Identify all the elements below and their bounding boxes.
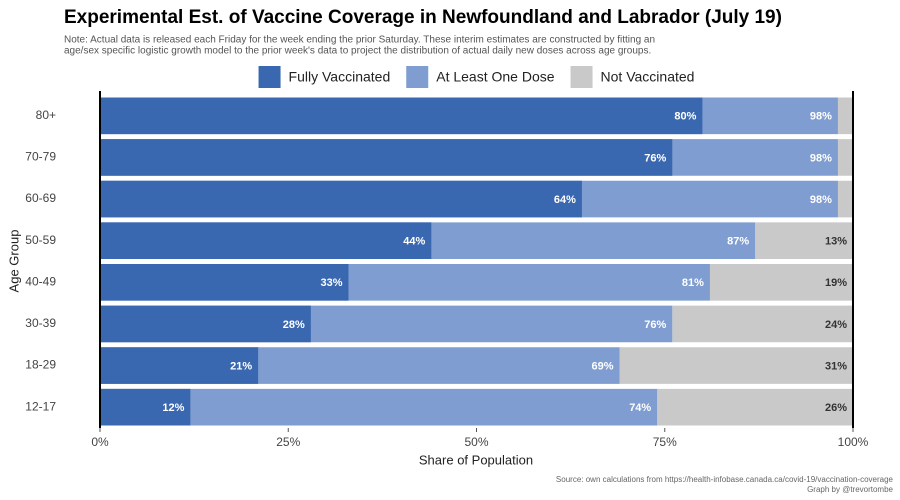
value-label: 13% xyxy=(825,236,847,248)
value-label: 33% xyxy=(320,277,342,289)
legend-swatch xyxy=(406,66,429,88)
value-label: 98% xyxy=(810,111,832,123)
value-label: 28% xyxy=(283,319,305,331)
value-label: 76% xyxy=(644,319,666,331)
bar xyxy=(100,388,191,426)
legend: Fully Vaccinated At Least One Dose Not Vac… xyxy=(258,66,695,88)
bar xyxy=(755,222,853,260)
bar xyxy=(100,222,432,260)
y-tick-label: 12-17 xyxy=(25,399,56,413)
y-tick-label: 80+ xyxy=(36,108,56,122)
subtitle: age/sex specific logistic growth model t… xyxy=(64,46,651,57)
bar xyxy=(672,305,853,343)
bar xyxy=(100,305,311,343)
bar xyxy=(657,388,853,426)
y-tick-label: 60-69 xyxy=(25,191,56,205)
bar xyxy=(709,263,853,301)
value-label: 87% xyxy=(727,236,749,248)
value-label: 69% xyxy=(592,360,614,372)
bar xyxy=(837,139,853,176)
bar xyxy=(100,180,582,218)
x-tick-label: 75% xyxy=(653,435,677,449)
value-label: 74% xyxy=(629,402,651,414)
bar xyxy=(837,180,853,218)
source: Graph by @trevortombe xyxy=(807,485,893,494)
chart-title: Experimental Est. of Vaccine Coverage in… xyxy=(64,7,782,28)
subtitle: Note: Actual data is released each Frida… xyxy=(64,35,655,46)
bar xyxy=(837,97,853,135)
bar xyxy=(619,347,853,384)
legend-label: Not Vaccinated xyxy=(601,69,695,85)
bar xyxy=(100,388,658,426)
y-tick-label: 50-59 xyxy=(25,233,56,247)
legend-swatch xyxy=(570,66,593,88)
bar xyxy=(100,347,259,384)
source: Source: own calculations from https://he… xyxy=(556,475,894,484)
value-label: 31% xyxy=(825,360,847,372)
value-label: 98% xyxy=(810,194,832,206)
value-label: 80% xyxy=(674,111,696,123)
y-tick-label: 40-49 xyxy=(25,274,56,288)
y-tick-label: 18-29 xyxy=(25,358,56,372)
value-label: 12% xyxy=(162,402,184,414)
y-axis-title: Age Group xyxy=(6,230,21,293)
legend-swatch xyxy=(258,66,281,88)
y-tick-label: 30-39 xyxy=(25,316,56,330)
value-label: 21% xyxy=(230,360,252,372)
value-label: 19% xyxy=(825,277,847,289)
x-tick-label: 100% xyxy=(838,435,869,449)
legend-label: At Least One Dose xyxy=(436,69,555,85)
value-label: 98% xyxy=(810,152,832,164)
value-label: 76% xyxy=(644,152,666,164)
value-label: 81% xyxy=(682,277,704,289)
value-label: 24% xyxy=(825,319,847,331)
y-tick-label: 70-79 xyxy=(25,150,56,164)
x-tick-label: 50% xyxy=(464,435,488,449)
value-label: 26% xyxy=(825,402,847,414)
value-label: 64% xyxy=(554,194,576,206)
x-tick-label: 25% xyxy=(276,435,300,449)
bar xyxy=(100,263,349,301)
x-axis-title: Share of Population xyxy=(419,452,533,467)
bar xyxy=(100,139,673,176)
x-tick-label: 0% xyxy=(91,435,109,449)
bar xyxy=(100,97,703,135)
value-label: 44% xyxy=(403,236,425,248)
legend-label: Fully Vaccinated xyxy=(289,69,391,85)
